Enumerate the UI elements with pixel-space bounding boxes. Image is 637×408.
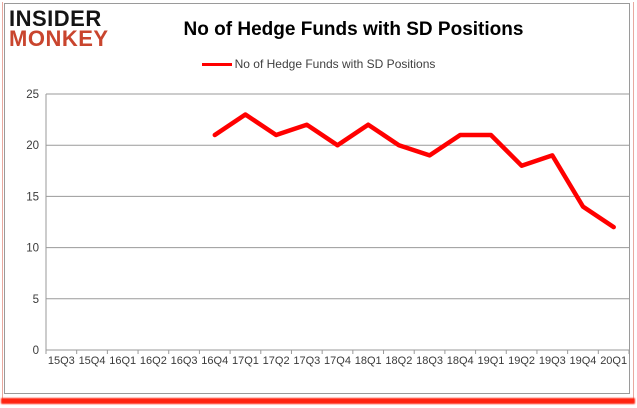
x-tick-label: 17Q2 [263, 355, 290, 367]
x-tick-label: 16Q1 [109, 355, 136, 367]
y-tick-label: 20 [26, 140, 39, 152]
x-tick-label: 17Q3 [293, 355, 320, 367]
x-tick-label: 18Q1 [355, 355, 382, 367]
y-tick-label: 0 [33, 345, 39, 357]
y-tick-label: 5 [33, 294, 39, 306]
x-tick-label: 15Q3 [48, 355, 75, 367]
legend-label: No of Hedge Funds with SD Positions [234, 57, 436, 71]
x-tick-label: 19Q1 [477, 355, 504, 367]
card-right-accent [633, 2, 634, 402]
card-bottom-accent [1, 398, 635, 404]
insider-monkey-logo: INSIDER MONKEY [9, 6, 109, 52]
x-tick-label: 19Q4 [570, 355, 597, 367]
chart-title: No of Hedge Funds with SD Positions [183, 19, 524, 40]
legend-line-swatch [201, 62, 232, 66]
x-tick-label: 17Q4 [324, 355, 351, 367]
legend: No of Hedge Funds with SD Positions [0, 57, 637, 71]
card-left-accent [2, 2, 3, 402]
x-tick-label: 17Q1 [232, 355, 259, 367]
y-tick-label: 10 [26, 243, 39, 255]
x-tick-label: 18Q4 [447, 355, 474, 367]
y-tick-label: 25 [26, 89, 39, 101]
series-line-hedge-funds [212, 112, 616, 230]
x-tick-label: 16Q3 [171, 355, 198, 367]
x-tick-label: 18Q2 [385, 355, 412, 367]
x-tick-label: 16Q2 [140, 355, 167, 367]
y-tick-label: 15 [26, 191, 39, 203]
logo-line-monkey: MONKEY [9, 26, 109, 52]
x-tick-label: 18Q3 [416, 355, 443, 367]
x-tick-label: 20Q1 [600, 355, 627, 367]
x-tick-label: 15Q4 [79, 355, 106, 367]
x-tick-label: 19Q3 [539, 355, 566, 367]
x-tick-label: 16Q4 [201, 355, 228, 367]
x-tick-label: 19Q2 [508, 355, 535, 367]
logo-line-insider: INSIDER [9, 6, 102, 31]
